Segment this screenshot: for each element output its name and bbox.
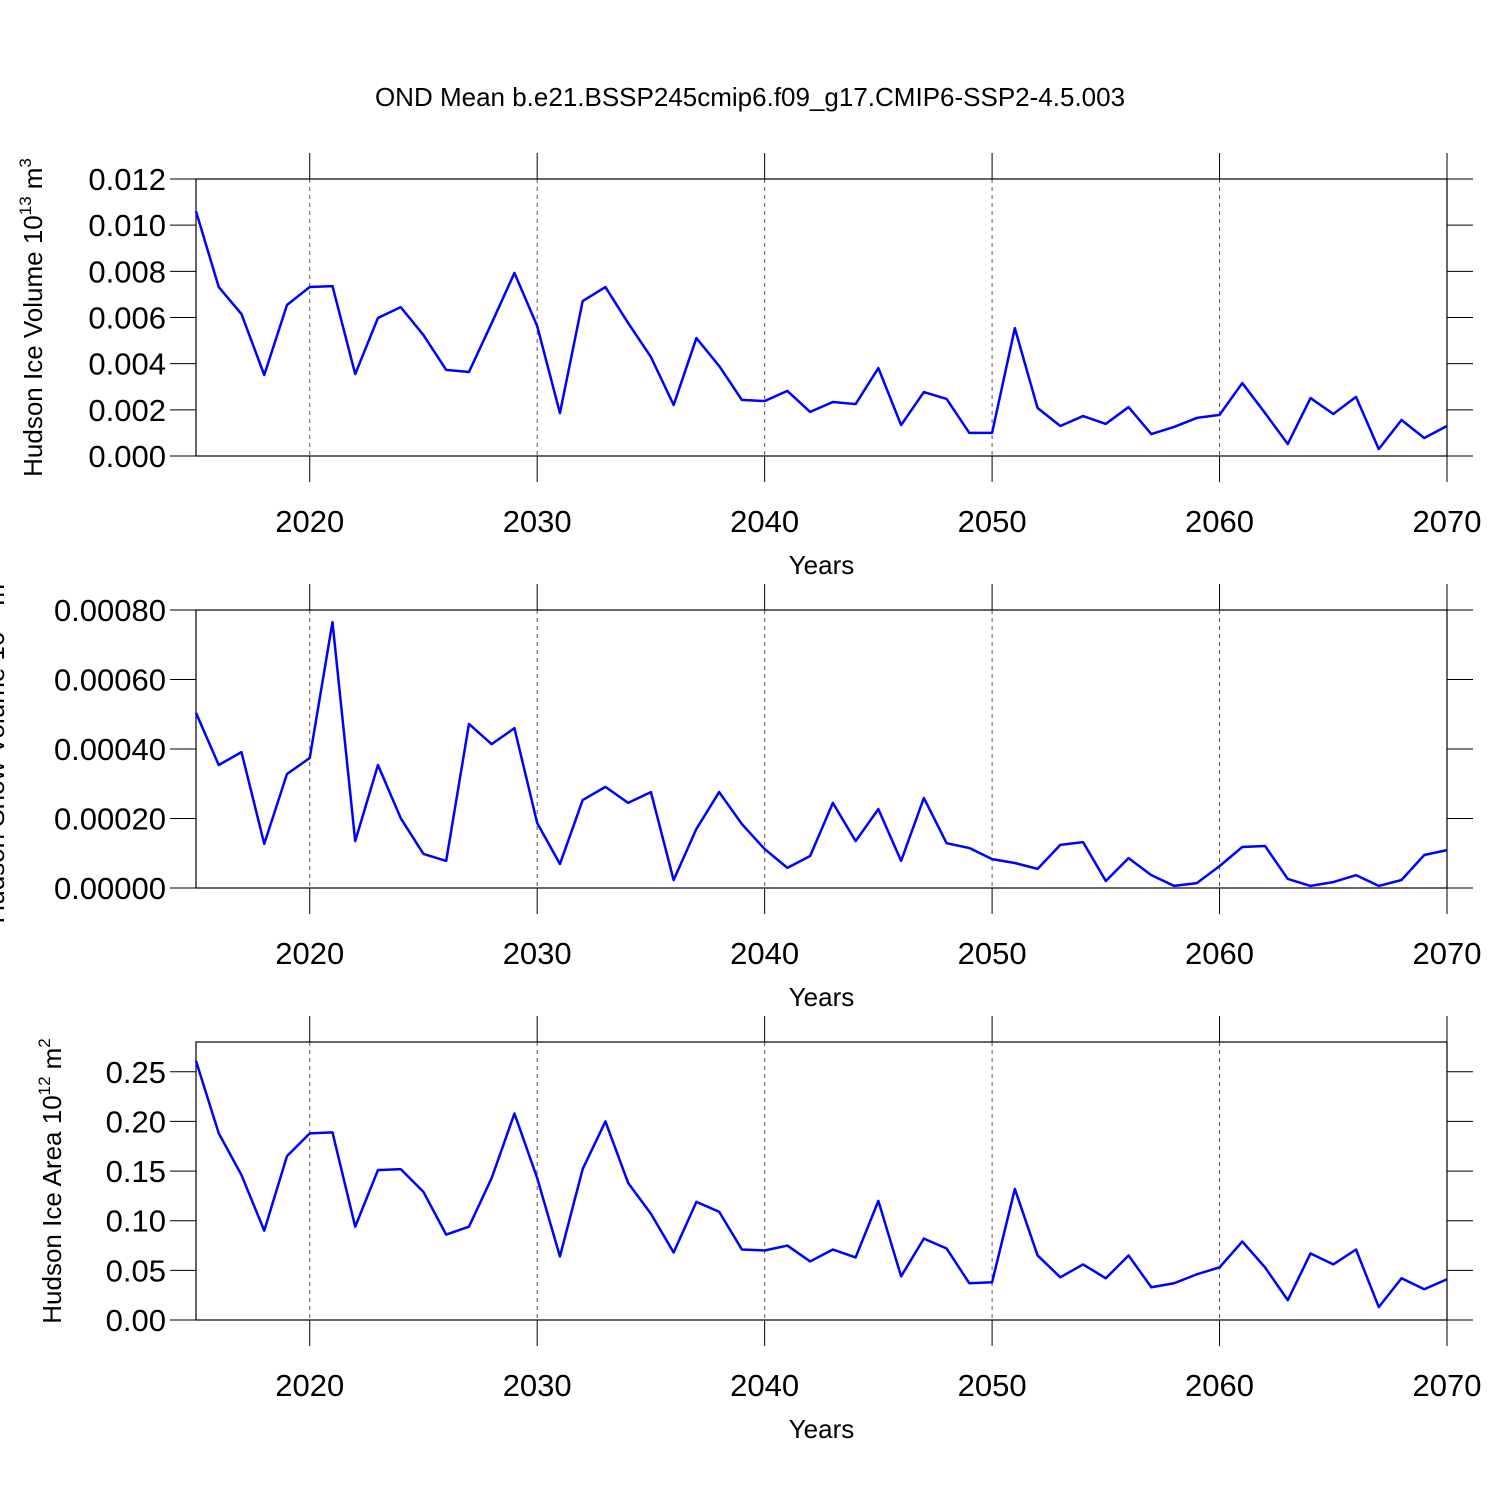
y-axis-label: Hudson Ice Volume 1013 m3 [16,158,48,477]
y-label-exponent: 13 [16,196,35,215]
y-label-unit: m [0,584,10,606]
x-axis-label: Years [789,982,855,1012]
x-axis-label: Years [789,1414,855,1444]
y-tick-label: 0.05 [106,1253,166,1288]
y-label-text: Hudson Ice Area 10 [37,1095,67,1323]
x-tick-label: 2060 [1185,504,1254,539]
y-tick-label: 0.006 [88,301,166,336]
y-tick-label: 0.25 [106,1055,166,1090]
x-tick-label: 2050 [958,1368,1027,1403]
figure-title: OND Mean b.e21.BSSP245cmip6.f09_g17.CMIP… [375,82,1125,112]
y-label-text: Hudson Ice Volume 10 [18,215,48,477]
y-tick-label: 0.00060 [54,663,166,698]
x-tick-label: 2030 [503,936,572,971]
x-tick-label: 2070 [1413,1368,1482,1403]
x-tick-label: 2040 [730,936,799,971]
y-tick-label: 0.00 [106,1303,166,1338]
y-tick-label: 0.000 [88,439,166,474]
y-axis-label: Hudson Snow Volume 1013m3 [0,574,10,923]
y-tick-label: 0.008 [88,254,166,289]
y-tick-label: 0.002 [88,393,166,428]
y-tick-label: 0.004 [88,347,166,382]
y-label-unit-exponent: 3 [16,158,35,167]
y-label-unit: m [37,1048,67,1070]
x-tick-label: 2030 [503,504,572,539]
y-tick-label: 0.10 [106,1204,166,1239]
plot-frame [195,1041,1448,1321]
x-tick-label: 2040 [730,1368,799,1403]
x-tick-label: 2060 [1185,936,1254,971]
x-tick-label: 2050 [958,504,1027,539]
y-tick-label: 0.012 [88,162,166,197]
x-tick-label: 2050 [958,936,1027,971]
y-label-exponent: 12 [35,1076,54,1095]
x-tick-label: 2030 [503,1368,572,1403]
y-tick-label: 0.00000 [54,871,166,906]
data-line [194,1060,1448,1309]
x-axis-label: Years [789,550,855,580]
y-tick-label: 0.00080 [54,593,166,628]
x-tick-label: 2020 [275,1368,344,1403]
y-tick-label: 0.010 [88,208,166,243]
x-tick-label: 2040 [730,504,799,539]
x-tick-label: 2060 [1185,1368,1254,1403]
y-label-text: Hudson Snow Volume 10 [0,632,10,924]
data-line [194,620,1448,888]
y-tick-label: 0.00020 [54,802,166,837]
plot-frame [195,178,1448,457]
y-label-unit: m [18,168,48,190]
x-tick-label: 2020 [275,504,344,539]
x-tick-label: 2020 [275,936,344,971]
y-label-unit-exponent: 2 [35,1038,54,1047]
y-axis-label: Hudson Ice Area 1012 m2 [35,1038,67,1323]
data-line [194,210,1448,451]
y-tick-label: 0.00040 [54,732,166,767]
x-tick-label: 2070 [1413,504,1482,539]
y-tick-label: 0.20 [106,1104,166,1139]
y-tick-label: 0.15 [106,1154,166,1189]
x-tick-label: 2070 [1413,936,1482,971]
plot-frame [195,609,1448,889]
